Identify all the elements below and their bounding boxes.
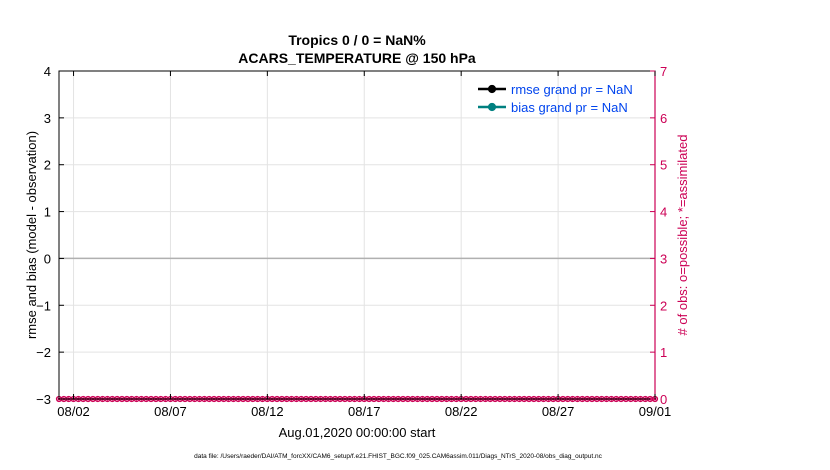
y-axis-right: 0 1 2 3 4 5 6 7 — [650, 64, 667, 407]
x-tick-label: 08/02 — [57, 404, 90, 419]
y2-tick-label: 5 — [660, 158, 667, 173]
y-axis-left: −3 −2 −1 0 1 2 3 4 — [36, 64, 64, 407]
x-axis: 08/02 08/07 08/12 08/17 08/22 08/27 09/01 — [57, 71, 671, 419]
y2-tick-label: 1 — [660, 345, 667, 360]
x-tick-label: 08/17 — [348, 404, 381, 419]
chart-subtitle: ACARS_TEMPERATURE @ 150 hPa — [238, 50, 476, 66]
y2-tick-label: 2 — [660, 298, 667, 313]
y-tick-label: 2 — [44, 158, 51, 173]
x-tick-label: 09/01 — [639, 404, 672, 419]
legend-label: bias grand pr = NaN — [511, 100, 628, 115]
y2-tick-label: 0 — [660, 392, 667, 407]
y-tick-label: 0 — [44, 251, 51, 266]
legend-label: rmse grand pr = NaN — [511, 82, 633, 97]
plot-frame — [58, 70, 656, 400]
y-tick-label: −3 — [36, 392, 51, 407]
y2-tick-label: 6 — [660, 111, 667, 126]
y-tick-label: 3 — [44, 111, 51, 126]
y-tick-label: 1 — [44, 205, 51, 220]
chart-title: Tropics 0 / 0 = NaN% — [288, 32, 426, 48]
y2-tick-label: 7 — [660, 64, 667, 79]
data-file-footnote: data file: /Users/raeder/DAI/ATM_forcXX/… — [194, 453, 603, 460]
y-tick-label: −1 — [36, 298, 51, 313]
y2-axis-label: # of obs: o=possible; *=assimilated — [675, 135, 690, 336]
x-tick-label: 08/12 — [251, 404, 284, 419]
x-axis-label: Aug.01,2020 00:00:00 start — [279, 425, 436, 440]
legend: rmse grand pr = NaN bias grand pr = NaN — [478, 82, 633, 115]
x-tick-label: 08/22 — [445, 404, 478, 419]
y-tick-label: −2 — [36, 345, 51, 360]
legend-marker — [487, 102, 497, 112]
y2-tick-label: 4 — [660, 205, 667, 220]
y2-tick-label: 3 — [660, 251, 667, 266]
y-tick-label: 4 — [44, 64, 51, 79]
legend-marker — [487, 84, 497, 94]
x-tick-label: 08/07 — [154, 404, 187, 419]
grid-lines — [59, 70, 656, 400]
x-tick-label: 08/27 — [542, 404, 575, 419]
y-axis-label: rmse and bias (model - observation) — [24, 131, 39, 339]
